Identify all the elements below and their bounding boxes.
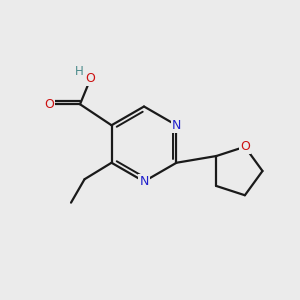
Text: N: N	[139, 175, 149, 188]
Text: O: O	[44, 98, 54, 111]
Text: O: O	[240, 140, 250, 153]
Text: N: N	[172, 119, 181, 132]
Text: O: O	[85, 72, 95, 85]
Text: H: H	[75, 65, 83, 78]
